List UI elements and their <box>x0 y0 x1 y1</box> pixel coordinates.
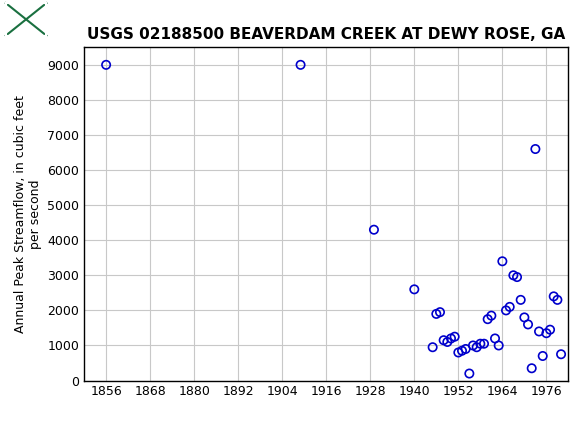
Point <box>483 316 492 322</box>
Point <box>436 309 445 316</box>
Point <box>505 304 514 310</box>
Point <box>447 335 456 342</box>
Point <box>512 273 521 280</box>
Point <box>501 307 510 314</box>
Y-axis label: Annual Peak Streamflow, in cubic feet
per second: Annual Peak Streamflow, in cubic feet pe… <box>14 95 42 333</box>
Point <box>549 293 559 300</box>
Point <box>498 258 507 265</box>
Point <box>296 61 305 68</box>
Point <box>494 342 503 349</box>
Title: USGS 02188500 BEAVERDAM CREEK AT DEWY ROSE, GA: USGS 02188500 BEAVERDAM CREEK AT DEWY RO… <box>87 27 566 42</box>
Point <box>369 226 379 233</box>
Point <box>556 351 566 358</box>
Point <box>476 340 485 347</box>
Point <box>487 312 496 319</box>
Bar <box>6 3 46 36</box>
Point <box>458 347 467 354</box>
Point <box>469 342 478 349</box>
Point <box>480 340 489 347</box>
Point <box>428 344 437 351</box>
Point <box>516 296 525 303</box>
Point <box>450 333 459 340</box>
Point <box>527 365 536 372</box>
Point <box>409 286 419 293</box>
Point <box>490 335 499 342</box>
Point <box>553 296 562 303</box>
Point <box>538 353 548 359</box>
Point <box>102 61 111 68</box>
Point <box>520 314 529 321</box>
Point <box>531 146 540 153</box>
Point <box>542 330 551 337</box>
Point <box>461 346 470 353</box>
Point <box>534 328 543 335</box>
Text: USGS: USGS <box>55 10 110 28</box>
Point <box>545 326 554 333</box>
Point <box>472 344 481 351</box>
Point <box>439 337 448 344</box>
Point <box>509 272 518 279</box>
Point <box>443 338 452 345</box>
Point <box>432 310 441 317</box>
Bar <box>6 3 46 36</box>
Point <box>454 349 463 356</box>
Point <box>523 321 532 328</box>
Point <box>465 370 474 377</box>
